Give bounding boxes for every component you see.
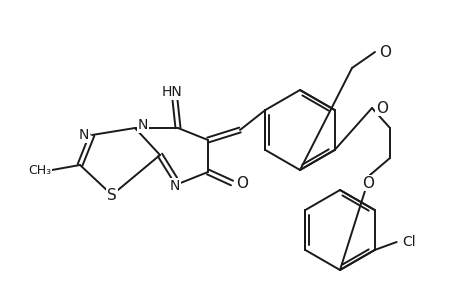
Text: N: N bbox=[78, 128, 89, 142]
Text: N: N bbox=[138, 118, 148, 132]
Text: O: O bbox=[361, 176, 373, 190]
Text: HN: HN bbox=[161, 85, 182, 99]
Text: Cl: Cl bbox=[401, 235, 414, 249]
Text: CH₃: CH₃ bbox=[28, 164, 51, 176]
Text: N: N bbox=[169, 179, 180, 193]
Text: O: O bbox=[378, 44, 390, 59]
Text: O: O bbox=[235, 176, 247, 190]
Text: S: S bbox=[107, 188, 117, 203]
Text: O: O bbox=[375, 100, 387, 116]
